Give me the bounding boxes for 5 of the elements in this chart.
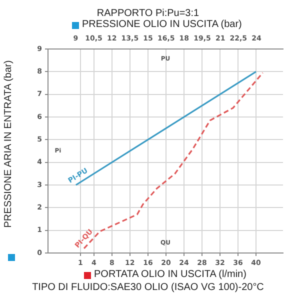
text: TIPO DI FLUIDO:SAE30 OLIO (ISAO VG 100)-20°C bbox=[31, 282, 265, 294]
chart-title: RAPPORTO Pi:Pu=3:1 bbox=[96, 8, 200, 20]
x-axis-title: PORTATA OLIO IN USCITA (l/min) bbox=[94, 269, 246, 281]
x2-axis-title: PRESSIONE OLIO IN USCITA (bar) bbox=[82, 19, 242, 31]
y-axis-title: PRESSIONE ARIA IN ENTRATA (bar) bbox=[3, 59, 15, 230]
